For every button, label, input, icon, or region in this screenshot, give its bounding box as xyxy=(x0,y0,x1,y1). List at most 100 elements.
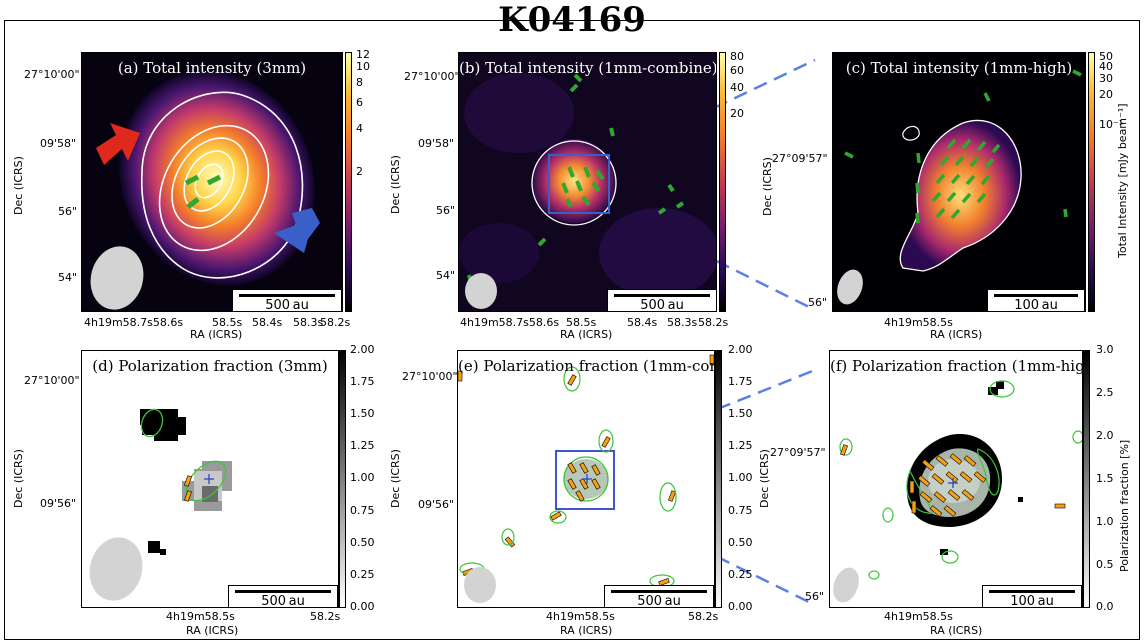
panel-d-cbar-tick: 0.75 xyxy=(350,504,375,517)
panel-e-cbar-tick: 0.25 xyxy=(728,568,753,581)
panel-a-ra-tick: 58.2s xyxy=(320,316,351,329)
panel-e-cbar-tick: 1.50 xyxy=(728,407,753,420)
beam-ellipse xyxy=(464,567,496,603)
panel-c-cbar-tick: 10⁻¹ xyxy=(1099,118,1124,131)
panel-e-colorbar xyxy=(715,350,722,608)
panel-f-cbar-tick: 2.5 xyxy=(1096,386,1114,399)
panel-d-image xyxy=(82,351,338,607)
beam-ellipse xyxy=(90,246,144,310)
panel-b-cbar-tick: 60 xyxy=(730,64,744,77)
panel-d-ra-tick: 58.2s xyxy=(310,610,341,623)
panel-a-cbar-tick-10: 10 xyxy=(356,60,370,73)
panel-d: (d) Polarization fraction (3mm) 500 au xyxy=(81,350,339,608)
panel-e-ra-tick: 58.2s xyxy=(688,610,719,623)
panel-d-ra-tick: 4h19m58.5s xyxy=(166,610,235,623)
panel-c-dec-label: Dec (ICRS) xyxy=(761,157,774,216)
panel-c-colorbar xyxy=(1088,52,1095,312)
outflow-arrow-blue xyxy=(274,208,320,253)
panel-e-cbar-tick: 0.00 xyxy=(728,600,753,613)
panel-d-cbar-tick: 0.50 xyxy=(350,536,375,549)
panel-d-colorbar xyxy=(339,350,346,608)
panel-b-ra-tick: 4h19m58.7s58.6s xyxy=(460,316,560,329)
panel-e-dec-tick: 09'56" xyxy=(418,498,455,511)
panel-b-dec-tick: 54" xyxy=(436,269,456,282)
panel-e-ra-tick: 4h19m58.5s xyxy=(546,610,615,623)
panel-f: (f) Polarization fraction (1mm-high) 100… xyxy=(829,350,1083,608)
panel-e-cbar-tick: 2.00 xyxy=(728,343,753,356)
panel-e-title: (e) Polarization fraction (1mm-combine) xyxy=(458,357,714,375)
panel-d-cbar-tick: 1.00 xyxy=(350,471,375,484)
panel-d-cbar-tick: 1.25 xyxy=(350,439,375,452)
panel-d-dec-tick: 27°10'00" xyxy=(24,374,80,387)
panel-e-scalebar: 500 au xyxy=(604,585,714,607)
panel-a-title: (a) Total intensity (3mm) xyxy=(117,59,307,77)
panel-d-title: (d) Polarization fraction (3mm) xyxy=(92,357,328,375)
panel-f-dec-label: Dec (ICRS) xyxy=(758,449,771,508)
panel-d-scalebar: 500 au xyxy=(228,585,338,607)
panel-b-dec-tick: 56" xyxy=(436,204,456,217)
panel-b-cbar-tick: 40 xyxy=(730,81,744,94)
panel-b-dec-label: Dec (ICRS) xyxy=(389,155,402,214)
panel-e-dec-tick: 27°10'00" xyxy=(402,370,458,383)
panel-b-ra-label: RA (ICRS) xyxy=(560,328,613,341)
figure-frame xyxy=(4,20,1140,640)
panel-f-dec-tick: 27°09'57" xyxy=(770,446,826,459)
panel-b-ra-tick: 58.4s xyxy=(627,316,658,329)
panel-c-cbar-tick: 30 xyxy=(1099,72,1113,85)
outflow-arrow-red xyxy=(96,123,140,165)
panel-b-cbar-tick: 20 xyxy=(730,107,744,120)
panel-e-cbar-tick: 1.25 xyxy=(728,439,753,452)
panel-a-image xyxy=(82,53,342,311)
panel-f-cbar-label: Polarization fraction [%] xyxy=(1118,439,1131,572)
panel-f-cbar-tick: 2.0 xyxy=(1096,429,1114,442)
panel-f-cbar-tick: 1.0 xyxy=(1096,515,1114,528)
panel-f-scalebar: 100 au xyxy=(982,585,1082,607)
panel-f-dec-tick: 56" xyxy=(805,590,825,603)
panel-c-cbar-tick: 20 xyxy=(1099,88,1113,101)
panel-e-cbar-tick: 0.50 xyxy=(728,536,753,549)
panel-f-ra-label: RA (ICRS) xyxy=(930,624,983,637)
panel-f-title: (f) Polarization fraction (1mm-high) xyxy=(830,357,1083,375)
panel-b-ra-tick: 58.3s xyxy=(667,316,698,329)
panel-a-dec-tick: 09'58" xyxy=(40,137,77,150)
panel-c-scalebar: 100 au xyxy=(987,289,1085,311)
panel-f-cbar-tick: 0.0 xyxy=(1096,600,1114,613)
panel-a-ra-tick: 4h19m58.7s58.6s xyxy=(84,316,184,329)
panel-e-dec-label: Dec (ICRS) xyxy=(389,449,402,508)
panel-a-dec-label: Dec (ICRS) xyxy=(12,156,25,215)
panel-c-dec-tick: 27°09'57" xyxy=(772,152,828,165)
panel-b: (b) Total intensity (1mm-combine) 500 au xyxy=(458,52,717,312)
panel-c-cbar-label: Total Intensity [mJy beam⁻¹] xyxy=(1116,103,1129,258)
panel-e-image xyxy=(458,351,714,607)
panel-a-cbar-tick-2: 2 xyxy=(356,165,363,178)
panel-a-ra-tick: 58.4s xyxy=(252,316,283,329)
panel-c-ra-label: RA (ICRS) xyxy=(930,328,983,341)
panel-c-ra-tick: 4h19m58.5s xyxy=(884,316,953,329)
panel-f-image xyxy=(830,351,1082,607)
panel-e-ra-label: RA (ICRS) xyxy=(560,624,613,637)
panel-d-cbar-tick: 0.25 xyxy=(350,568,375,581)
panel-f-cbar-tick: 3.0 xyxy=(1096,343,1114,356)
panel-c-dec-tick: 56" xyxy=(808,296,828,309)
panel-f-ra-tick: 4h19m58.5s xyxy=(884,610,953,623)
panel-b-dec-tick: 09'58" xyxy=(418,137,455,150)
beam-ellipse xyxy=(465,273,497,309)
panel-f-cbar-tick: 1.5 xyxy=(1096,472,1114,485)
panel-e-cbar-tick: 1.75 xyxy=(728,375,753,388)
panel-a: (a) Total intensity (3mm) 500 au xyxy=(81,52,343,312)
panel-c-cbar-tick: 40 xyxy=(1099,60,1113,73)
panel-a-ra-tick: 58.5s xyxy=(212,316,243,329)
panel-c-image xyxy=(833,53,1085,311)
panel-e: (e) Polarization fraction (1mm-combine) … xyxy=(457,350,715,608)
panel-a-cbar-tick-8: 8 xyxy=(356,76,363,89)
panel-a-dec-tick: 54" xyxy=(58,271,78,284)
zoom-line-bottom-lower xyxy=(617,506,816,607)
panel-c-cbar-tick: 50 xyxy=(1099,50,1113,63)
panel-b-colorbar xyxy=(719,52,726,312)
panel-b-ra-tick: 58.5s xyxy=(566,316,597,329)
panel-b-title: (b) Total intensity (1mm-combine) xyxy=(459,59,717,77)
panel-b-image xyxy=(459,53,716,311)
panel-a-ra-tick: 58.3s xyxy=(293,316,324,329)
panel-d-cbar-tick: 2.00 xyxy=(350,343,375,356)
beam-ellipse xyxy=(837,269,863,305)
